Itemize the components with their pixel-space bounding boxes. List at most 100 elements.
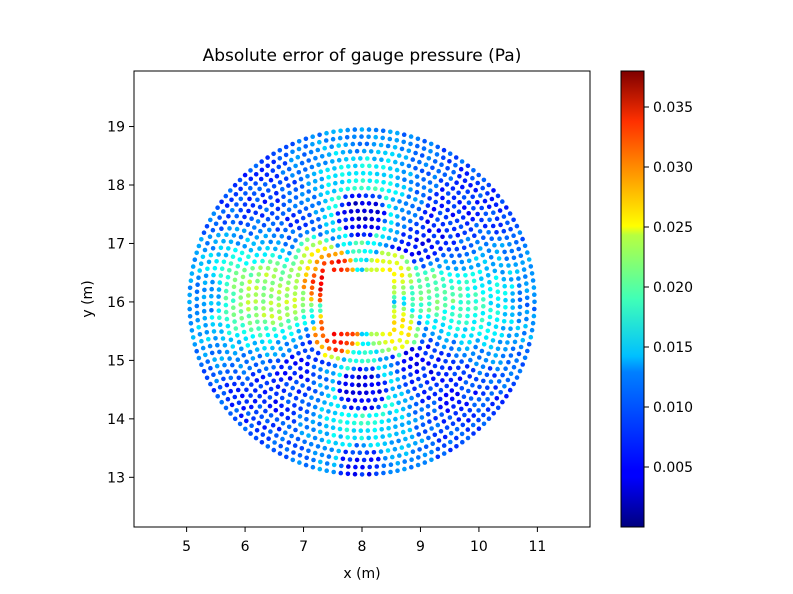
scatter-point	[333, 203, 338, 209]
scatter-point	[391, 299, 397, 305]
scatter-point	[209, 315, 215, 320]
scatter-point	[504, 393, 509, 399]
scatter-point	[358, 421, 364, 426]
scatter-point	[443, 259, 449, 264]
scatter-point	[294, 379, 299, 385]
scatter-point	[419, 407, 425, 412]
scatter-point	[292, 291, 298, 297]
scatter-point	[427, 180, 433, 185]
scatter-point	[422, 452, 428, 458]
scatter-point	[526, 341, 532, 347]
scatter-point	[368, 457, 374, 463]
scatter-point	[303, 144, 309, 149]
scatter-point	[331, 417, 336, 423]
scatter-point	[428, 149, 433, 154]
scatter-point	[271, 151, 276, 157]
scatter-point	[299, 241, 304, 247]
scatter-point	[228, 261, 234, 266]
scatter-point	[348, 209, 354, 214]
scatter-point	[390, 354, 395, 360]
x-tick-label: 9	[416, 539, 425, 555]
scatter-point	[471, 431, 476, 436]
scatter-point	[387, 136, 393, 142]
scatter-point	[317, 421, 322, 427]
scatter-point	[317, 303, 323, 308]
scatter-point	[408, 179, 414, 185]
scatter-point	[296, 351, 301, 356]
scatter-point	[413, 265, 419, 271]
scatter-point	[426, 238, 431, 243]
scatter-point	[418, 302, 424, 308]
scatter-point	[345, 249, 350, 255]
scatter-point	[238, 288, 244, 293]
scatter-point	[413, 401, 419, 407]
scatter-point	[364, 267, 369, 273]
scatter-point	[420, 357, 425, 363]
scatter-point	[389, 402, 395, 407]
scatter-point	[464, 346, 470, 352]
scatter-point	[509, 284, 515, 289]
scatter-point	[408, 134, 414, 139]
scatter-point	[505, 220, 510, 226]
scatter-point	[399, 273, 405, 278]
scatter-point	[309, 347, 315, 352]
scatter-point	[495, 303, 501, 309]
scatter-point	[278, 377, 284, 382]
scatter-point	[284, 293, 290, 298]
scatter-point	[517, 304, 523, 310]
scatter-point	[524, 316, 529, 322]
scatter-point	[225, 274, 231, 280]
scatter-point	[294, 219, 300, 224]
scatter-point	[428, 369, 434, 375]
scatter-point	[222, 220, 228, 225]
scatter-point	[508, 226, 513, 232]
scatter-point	[457, 313, 463, 319]
scatter-point	[202, 247, 208, 253]
y-tick-label: 17	[107, 236, 125, 252]
scatter-point	[221, 391, 227, 396]
scatter-point	[264, 272, 269, 278]
scatter-point	[478, 246, 483, 251]
scatter-point	[345, 366, 350, 371]
scatter-point	[374, 164, 379, 169]
scatter-point	[344, 427, 350, 433]
scatter-point	[292, 403, 297, 408]
scatter-point	[247, 320, 253, 326]
scatter-point	[522, 243, 528, 249]
scatter-point	[355, 405, 361, 411]
scatter-point	[434, 382, 439, 388]
scatter-point	[500, 399, 505, 405]
scatter-point	[369, 216, 375, 222]
scatter-point	[324, 130, 329, 136]
scatter-point	[401, 139, 407, 145]
scatter-point	[515, 325, 521, 331]
scatter-point	[406, 210, 412, 215]
scatter-point	[490, 338, 496, 343]
scatter-point	[296, 139, 302, 144]
scatter-point	[293, 395, 299, 401]
scatter-point	[480, 310, 486, 316]
scatter-point	[354, 148, 360, 154]
scatter-point	[465, 427, 471, 432]
scatter-point	[349, 382, 355, 388]
scatter-point	[417, 284, 423, 290]
scatter-point	[201, 230, 207, 235]
scatter-point	[490, 401, 495, 407]
scatter-point	[400, 344, 405, 350]
scatter-point	[409, 285, 415, 290]
scatter-point	[442, 309, 448, 315]
scatter-point	[376, 217, 381, 223]
scatter-point	[224, 232, 229, 237]
scatter-point	[415, 392, 421, 398]
scatter-point	[245, 237, 250, 243]
scatter-point	[296, 389, 302, 394]
scatter-point	[431, 206, 437, 212]
scatter-point	[280, 328, 285, 334]
scatter-point	[473, 306, 479, 311]
scatter-point	[455, 273, 461, 278]
scatter-point	[524, 295, 530, 301]
scatter-point	[434, 286, 439, 292]
scatter-point	[451, 339, 457, 345]
scatter-point	[374, 349, 379, 355]
scatter-point	[253, 306, 259, 311]
